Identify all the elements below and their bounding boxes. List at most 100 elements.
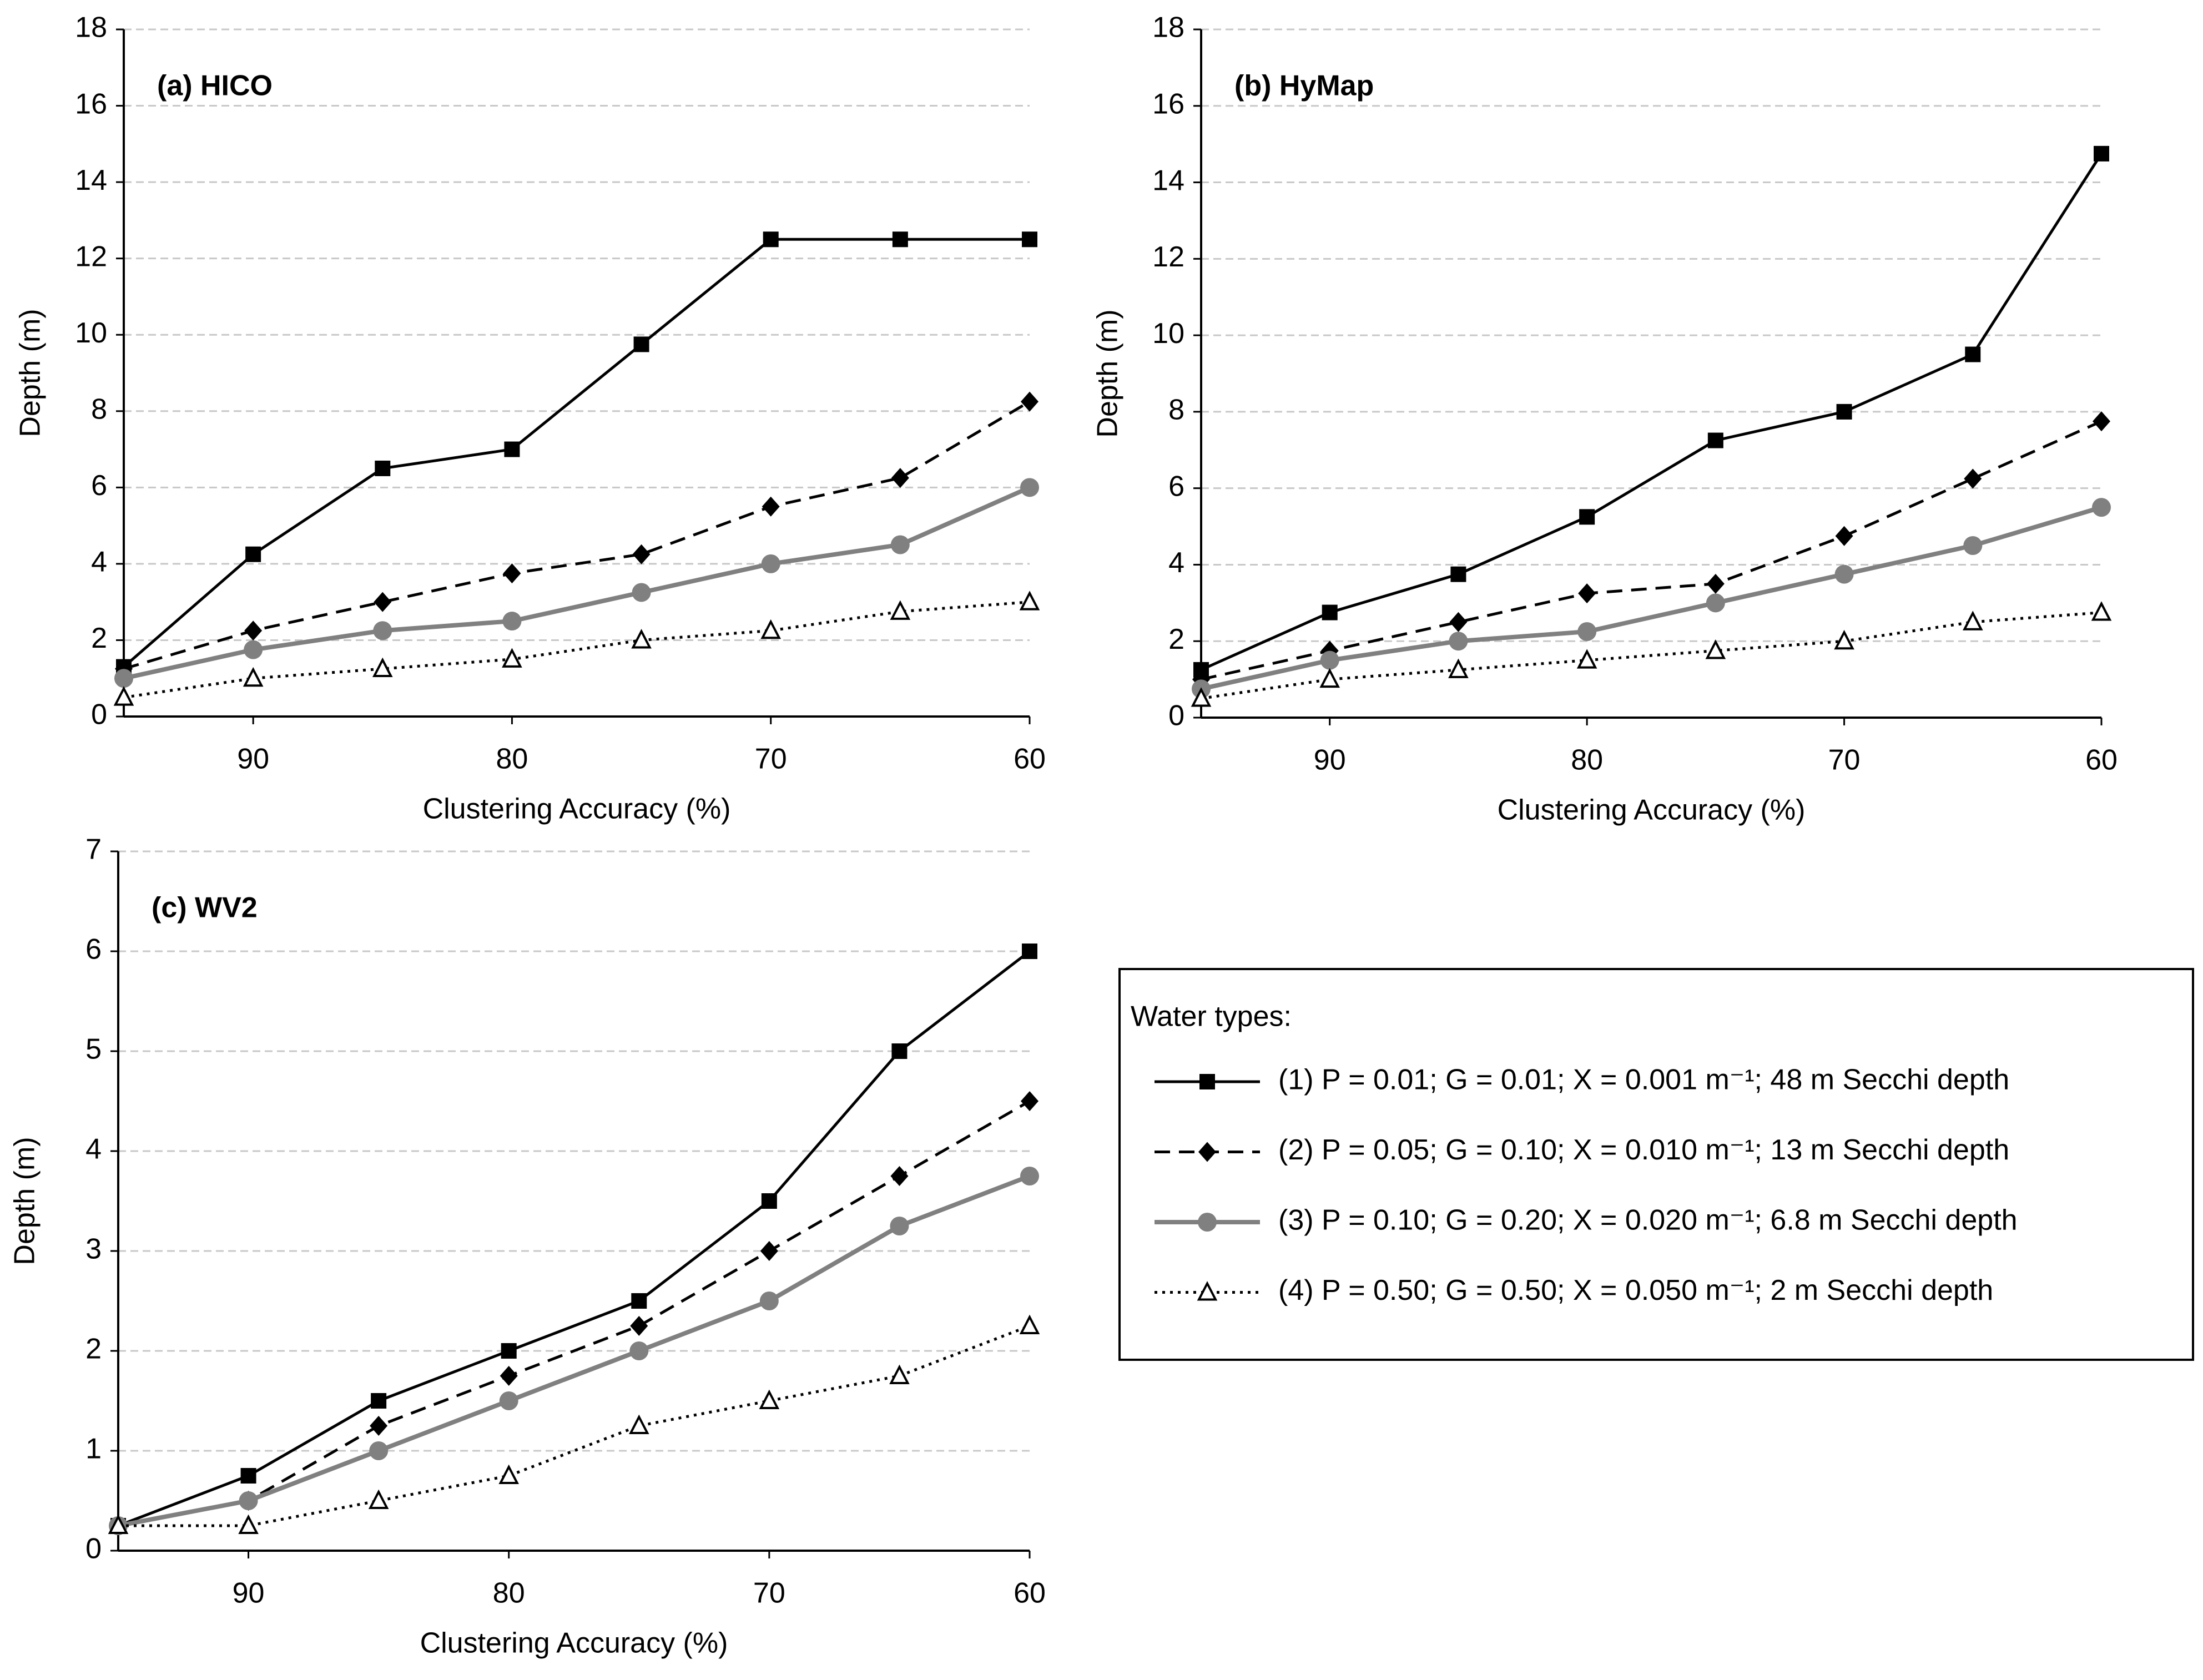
marker (1579, 509, 1595, 525)
marker (1834, 629, 1854, 650)
marker (1020, 1167, 1039, 1185)
marker (503, 563, 521, 584)
y-tick-label: 2 (91, 622, 107, 654)
series-line (118, 1099, 1031, 1527)
y-tick-label: 3 (85, 1233, 102, 1265)
y-tick-label: 1 (85, 1433, 102, 1465)
marker (1962, 611, 1983, 630)
marker (1020, 478, 1039, 497)
marker (1450, 566, 1466, 582)
x-axis-label: Clustering Accuracy (%) (420, 1627, 728, 1659)
marker (504, 441, 520, 457)
marker (500, 1366, 518, 1386)
marker (1965, 346, 1981, 362)
x-tick-label: 90 (1314, 744, 1346, 776)
series-line (1201, 505, 2103, 692)
marker (239, 1491, 258, 1510)
x-tick-label: 60 (2085, 744, 2118, 776)
legend-title: Water types: (1131, 1001, 1292, 1033)
series-line (1201, 611, 2102, 700)
marker (1963, 536, 1983, 555)
marker (890, 535, 910, 554)
marker (373, 621, 392, 640)
panel-label: (c) WV2 (152, 892, 258, 924)
marker (890, 1166, 909, 1186)
marker (1964, 468, 1982, 489)
marker (630, 1316, 648, 1336)
x-tick-label: 70 (755, 743, 787, 775)
marker (1322, 604, 1338, 620)
y-tick-label: 18 (75, 12, 107, 44)
marker (2092, 498, 2111, 517)
marker (114, 669, 133, 688)
marker (1705, 639, 1726, 659)
x-tick-label: 80 (493, 1577, 525, 1610)
marker (632, 544, 651, 564)
marker (1578, 583, 1596, 604)
x-tick-label: 90 (233, 1577, 265, 1610)
marker (759, 1389, 780, 1409)
marker (243, 667, 264, 687)
y-tick-label: 0 (1168, 700, 1184, 732)
marker (1021, 1091, 1039, 1111)
marker (760, 1241, 778, 1261)
marker (1319, 668, 1340, 688)
x-tick-label: 60 (1014, 743, 1046, 775)
marker (1449, 612, 1468, 632)
marker (763, 231, 779, 248)
marker (1836, 403, 1852, 420)
marker (633, 336, 649, 352)
marker (631, 1293, 647, 1309)
marker (108, 1514, 129, 1534)
y-axis-label: Depth (m) (14, 309, 47, 437)
marker (1835, 526, 1853, 546)
marker (369, 1441, 389, 1460)
y-tick-label: 4 (1168, 547, 1184, 579)
marker (1022, 231, 1037, 248)
marker (502, 612, 522, 631)
legend-marker (1198, 1142, 1216, 1162)
marker (761, 1193, 777, 1209)
y-tick-label: 6 (91, 470, 107, 502)
marker (1022, 944, 1037, 959)
marker (891, 468, 909, 488)
marker (368, 1489, 389, 1509)
marker (1576, 649, 1597, 669)
series-line (123, 485, 1031, 681)
marker (1019, 591, 1040, 611)
marker (245, 546, 261, 562)
series-line (118, 950, 1031, 1527)
marker (1449, 632, 1468, 651)
marker (890, 1217, 909, 1235)
legend-label: (2) P = 0.05; G = 0.10; X = 0.010 m⁻¹; 1… (1278, 1134, 2009, 1166)
marker (238, 1514, 259, 1534)
marker (244, 620, 263, 641)
y-tick-label: 10 (1152, 317, 1184, 350)
y-tick-label: 2 (85, 1333, 102, 1365)
y-tick-label: 4 (91, 546, 107, 578)
x-axis-label: Clustering Accuracy (%) (423, 793, 731, 825)
marker (1019, 1314, 1040, 1334)
marker (889, 1364, 910, 1384)
marker (631, 629, 652, 649)
legend-marker (1197, 1281, 1218, 1301)
marker (1706, 573, 1725, 594)
x-tick-label: 90 (237, 743, 269, 775)
marker (371, 1393, 387, 1409)
marker (499, 1391, 518, 1410)
y-tick-label: 18 (1152, 12, 1184, 44)
y-tick-label: 16 (1152, 88, 1184, 120)
marker (498, 1464, 520, 1484)
marker (632, 583, 651, 602)
legend-marker (1198, 1213, 1217, 1232)
series-line (123, 400, 1031, 670)
marker (113, 686, 134, 706)
marker (762, 496, 780, 517)
marker (759, 1291, 779, 1310)
y-tick-label: 14 (1152, 164, 1184, 196)
y-tick-label: 6 (1168, 470, 1184, 502)
marker (761, 554, 780, 573)
legend-marker (1199, 1074, 1215, 1089)
marker (372, 657, 393, 678)
